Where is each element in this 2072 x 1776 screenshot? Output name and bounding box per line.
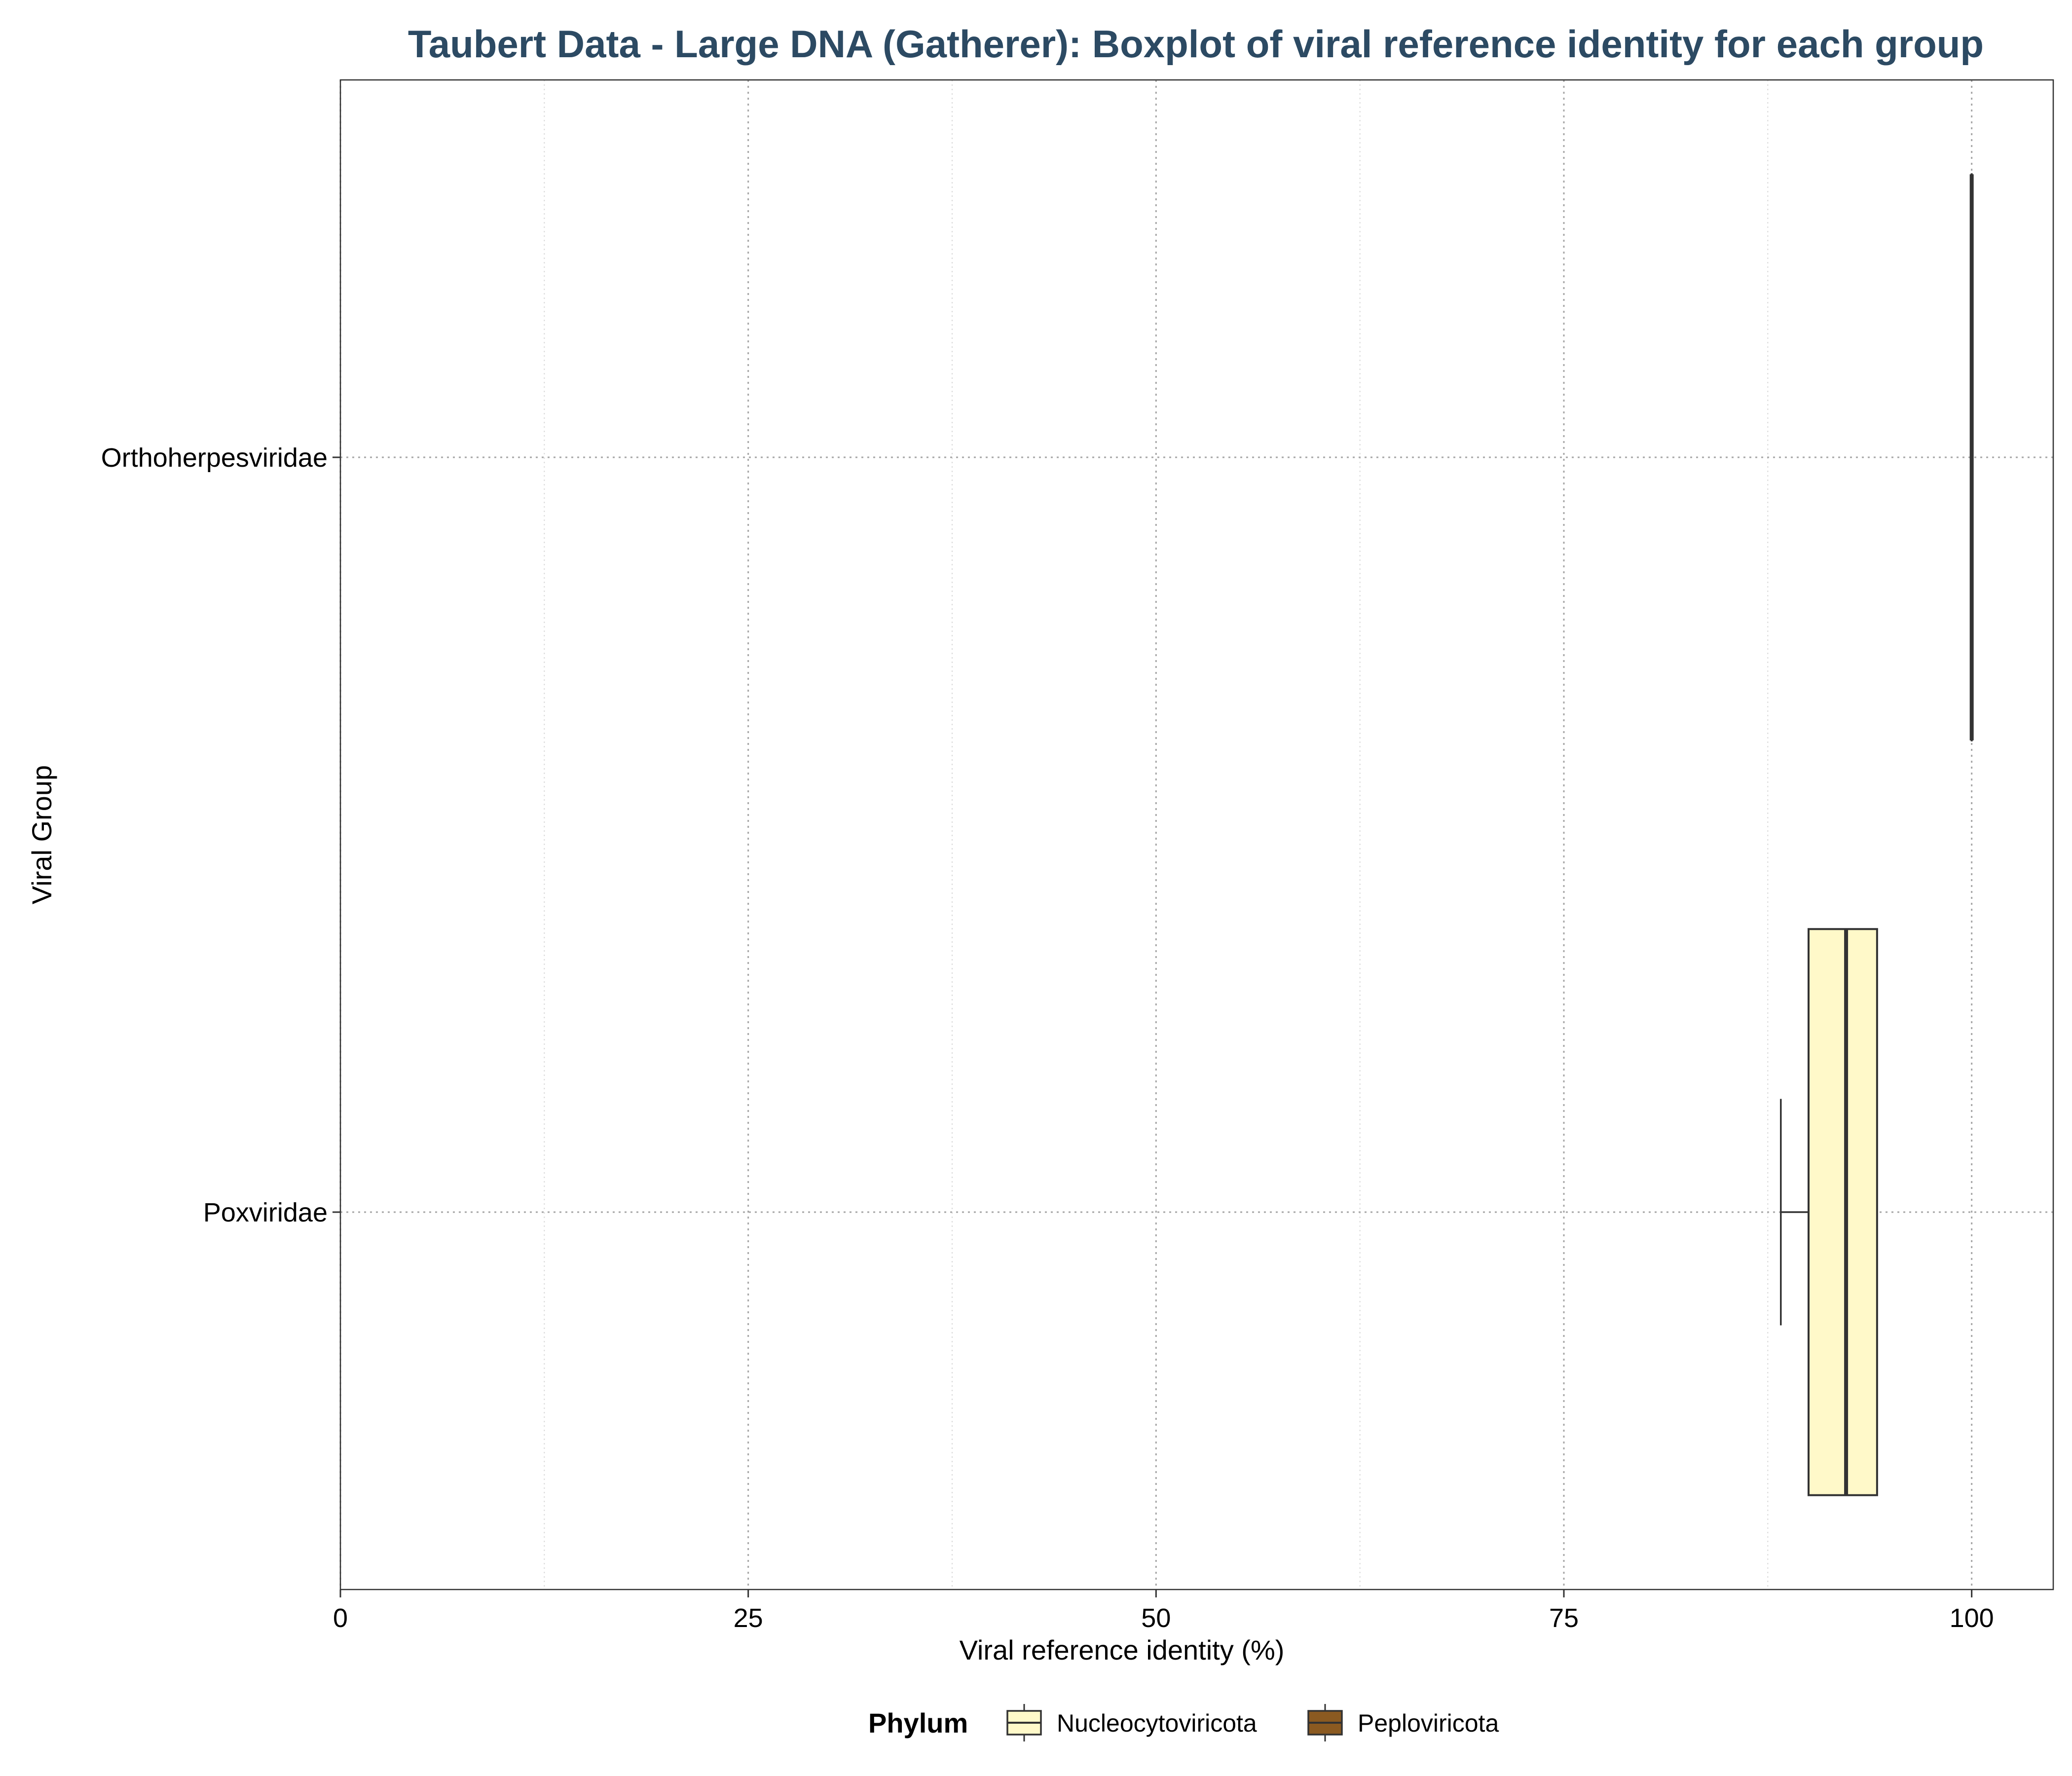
grid-layer <box>339 80 2053 1590</box>
y-axis-title: Viral Group <box>26 765 57 904</box>
y-tick-label: Orthoherpesviridae <box>101 443 328 473</box>
plot-frame <box>339 79 2054 1591</box>
axis-layer: 0 25 50 75 100 Orthoherpesviridae Poxviridae <box>101 443 1994 1633</box>
legend-label: Nucleocytoviricota <box>1057 1709 1257 1737</box>
legend: Phylum Nucleocytoviricota Peploviricota <box>868 1704 1499 1741</box>
x-tick-label: 100 <box>1950 1603 1994 1633</box>
x-tick-label: 75 <box>1549 1603 1579 1633</box>
y-tick-label: Poxviridae <box>203 1198 328 1227</box>
x-axis-title: Viral reference identity (%) <box>960 1634 1285 1665</box>
box-layer <box>1780 173 1974 1496</box>
legend-key-peploviricota <box>1307 1704 1343 1741</box>
box-iqr <box>1808 928 1878 1496</box>
x-tick-label: 0 <box>333 1603 348 1633</box>
chart-title: Taubert Data - Large DNA (Gatherer): Box… <box>408 22 1984 66</box>
box-poxviridae <box>1780 928 1878 1496</box>
x-tick-label: 25 <box>734 1603 763 1633</box>
legend-label: Peploviricota <box>1358 1709 1499 1737</box>
legend-title: Phylum <box>868 1707 968 1739</box>
x-tick-label: 50 <box>1141 1603 1171 1633</box>
legend-key-nucleocytoviricota <box>1006 1704 1042 1741</box>
